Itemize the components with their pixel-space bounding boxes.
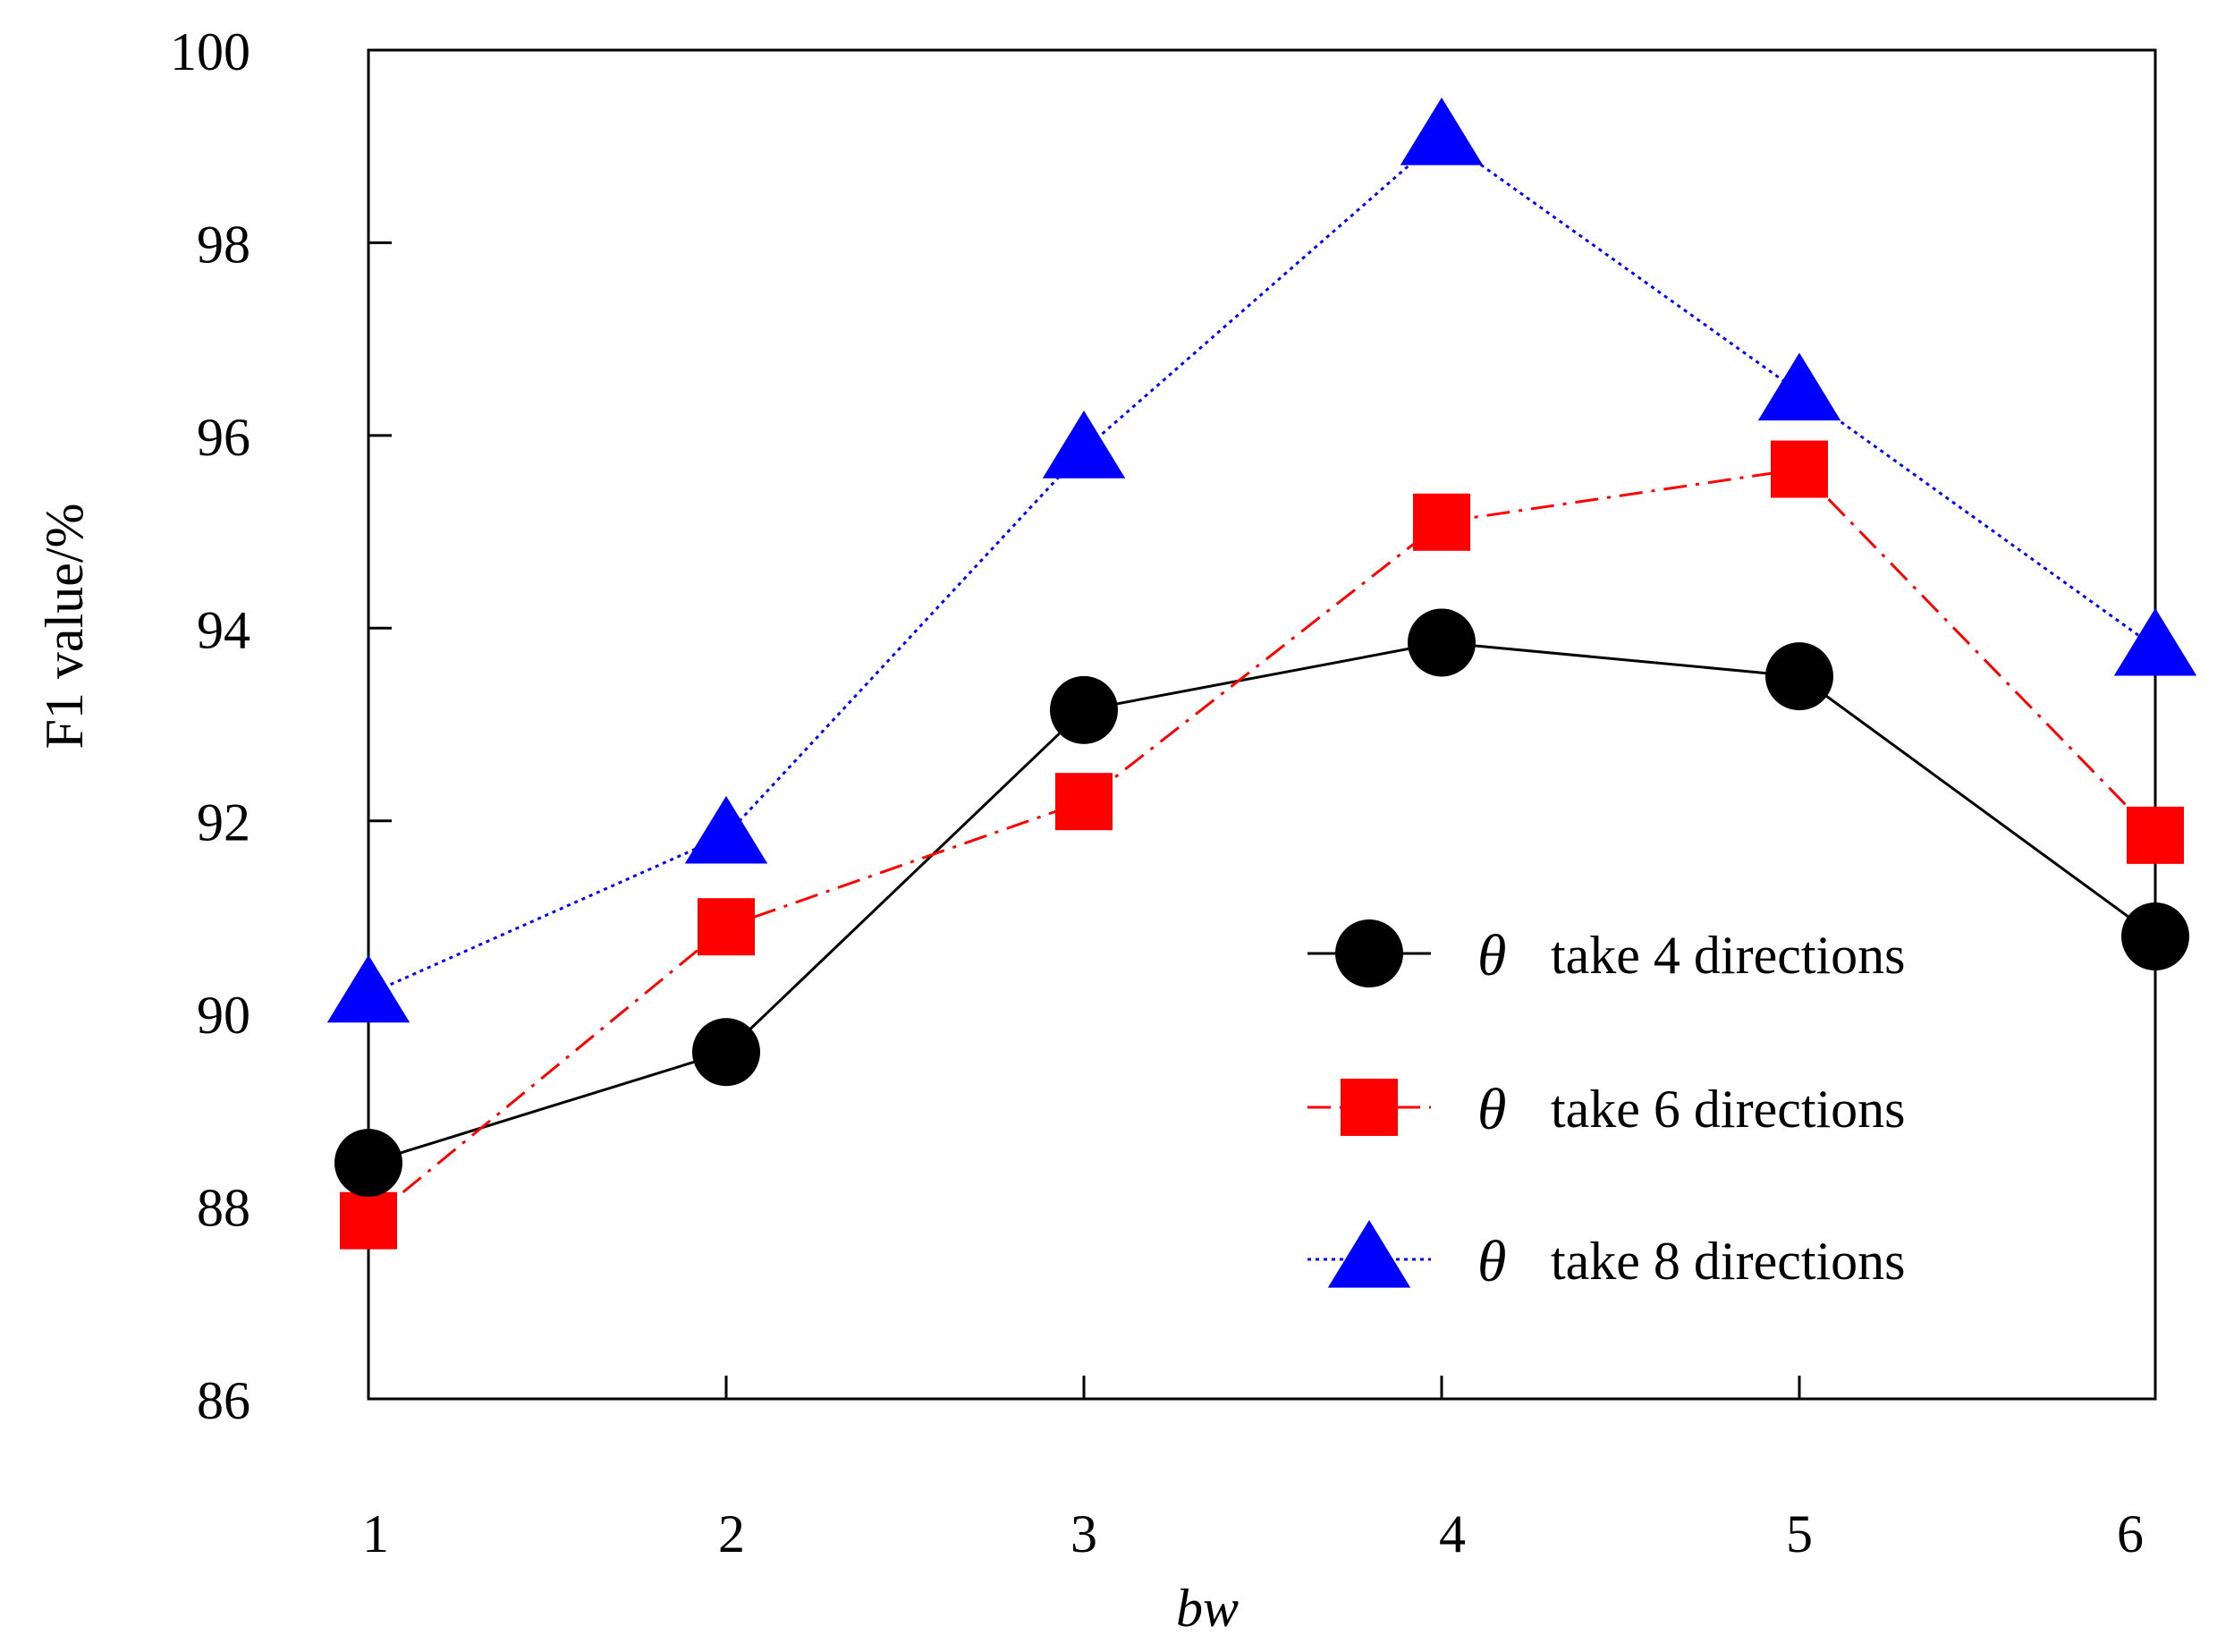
legend-marker-3 bbox=[1327, 1220, 1411, 1288]
legend-marker-2 bbox=[1341, 1079, 1398, 1136]
y-tick-label: 92 bbox=[197, 793, 250, 852]
series-2-point bbox=[340, 1191, 397, 1250]
series-2-point bbox=[2127, 806, 2184, 864]
x-axis: 1 2 3 4 5 6 bbox=[362, 1376, 2157, 1563]
series-1-point bbox=[1050, 675, 1118, 744]
legend-symbol-2: θ bbox=[1477, 1077, 1506, 1142]
plot-area-frame bbox=[367, 48, 2157, 1401]
y-axis-label: F1 value/% bbox=[35, 504, 94, 750]
series-1-point bbox=[692, 1018, 760, 1087]
x-tick-label: 6 bbox=[2117, 1504, 2144, 1563]
series-1-point bbox=[1765, 642, 1833, 711]
y-tick-label: 86 bbox=[197, 1371, 250, 1430]
series-1-point bbox=[334, 1129, 402, 1198]
y-tick-label: 96 bbox=[197, 408, 250, 467]
series-2-point bbox=[1771, 440, 1828, 498]
series-2-point bbox=[698, 898, 755, 956]
legend-symbol-3: θ bbox=[1477, 1229, 1506, 1294]
series-markers bbox=[326, 97, 2197, 1250]
series-lines bbox=[368, 135, 2157, 1222]
series-2-point bbox=[1055, 773, 1113, 831]
x-tick-label: 3 bbox=[1070, 1504, 1097, 1563]
series-3-point bbox=[1757, 352, 1841, 421]
series-1-point bbox=[1408, 608, 1476, 677]
y-tick-label: 100 bbox=[170, 22, 250, 81]
series-3-point bbox=[1400, 97, 1484, 165]
y-tick-label: 94 bbox=[197, 600, 250, 659]
y-tick-label: 98 bbox=[197, 215, 250, 274]
x-tick-label: 5 bbox=[1786, 1504, 1813, 1563]
legend-symbol-1: θ bbox=[1477, 923, 1506, 988]
series-3-point bbox=[2113, 607, 2197, 676]
series-3-point bbox=[326, 954, 410, 1023]
x-tick-label: 1 bbox=[362, 1504, 389, 1563]
series-3-point bbox=[1042, 411, 1126, 479]
series-line-1 bbox=[368, 640, 2156, 1165]
legend-marker-1 bbox=[1335, 919, 1403, 987]
series-2-point bbox=[1413, 493, 1470, 551]
series-3-point bbox=[684, 795, 768, 864]
legend-label-3: take 8 directions bbox=[1551, 1232, 1906, 1291]
legend-label-2: take 6 directions bbox=[1551, 1080, 1906, 1139]
series-1-point bbox=[2121, 902, 2189, 970]
x-tick-label: 4 bbox=[1439, 1504, 1466, 1563]
legend-label-1: take 4 directions bbox=[1551, 926, 1906, 985]
y-tick-label: 90 bbox=[197, 986, 250, 1045]
x-axis-label: bw bbox=[1176, 1579, 1239, 1638]
y-tick-label: 88 bbox=[197, 1179, 250, 1238]
x-tick-label: 2 bbox=[718, 1504, 745, 1563]
